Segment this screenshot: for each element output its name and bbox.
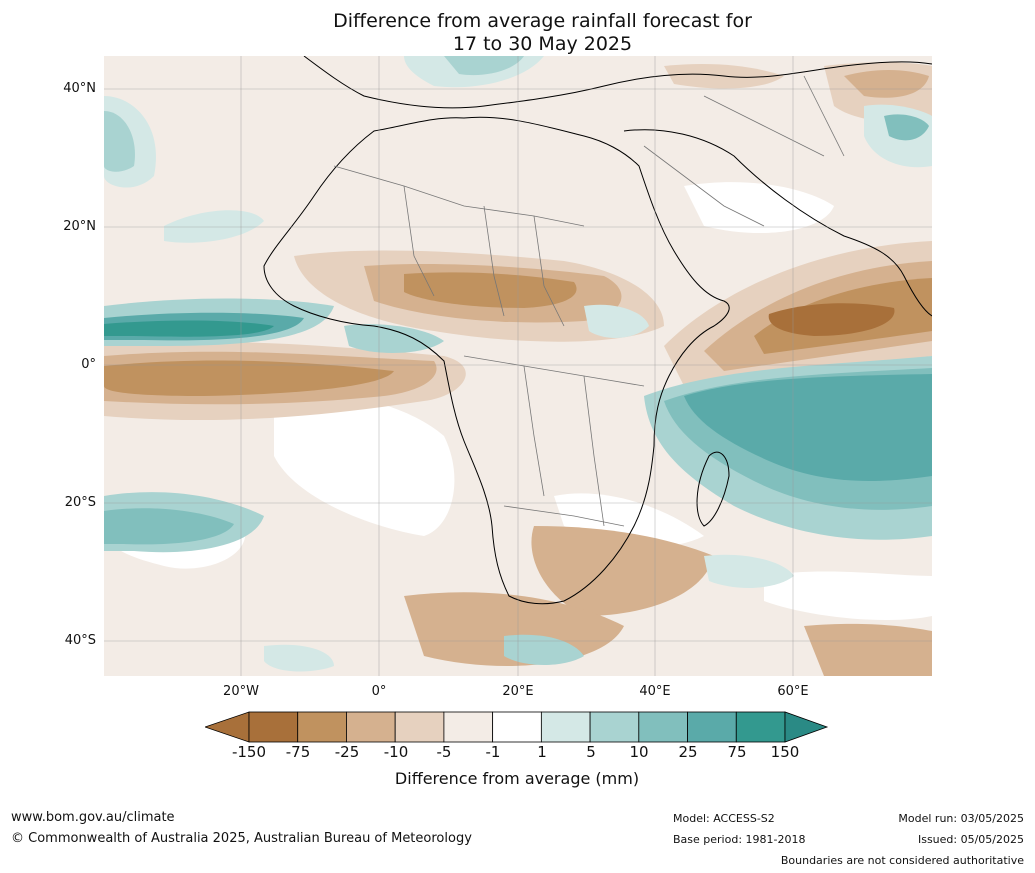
- lat-label-40s: 40°S: [64, 633, 96, 648]
- coastlines: [263, 56, 932, 605]
- colorbar-tick: -1: [485, 743, 501, 761]
- lon-label-40e: 40°E: [639, 684, 671, 699]
- colorbar-label: Difference from average (mm): [394, 769, 640, 788]
- colorbar-segment: [297, 711, 347, 743]
- colorbar-tick: -10: [383, 743, 409, 761]
- footer-disclaimer: Boundaries are not considered authoritat…: [780, 854, 1024, 867]
- lat-label-0: 0°: [81, 357, 96, 372]
- footer-url[interactable]: www.bom.gov.au/climate: [11, 810, 175, 825]
- footer-copyright: © Commonwealth of Australia 2025, Austra…: [11, 831, 472, 846]
- colorbar-tick: -5: [436, 743, 452, 761]
- rainfall-anomaly-map: [104, 56, 932, 676]
- colorbar: [205, 711, 829, 743]
- colorbar-segments: [248, 711, 786, 743]
- footer-issued: Issued: 05/05/2025: [917, 833, 1024, 846]
- title-line-2: 17 to 30 May 2025: [452, 33, 633, 55]
- lat-label-40n: 40°N: [63, 81, 96, 96]
- lon-label-20w: 20°W: [223, 684, 259, 699]
- colorbar-segment: [443, 711, 494, 743]
- colorbar-segment: [248, 711, 299, 743]
- colorbar-segment: [540, 711, 591, 743]
- colorbar-tick: -25: [334, 743, 360, 761]
- title-line-1: Difference from average rainfall forecas…: [333, 10, 752, 32]
- map-title: Difference from average rainfall forecas…: [0, 10, 1035, 56]
- colorbar-extend-high: [784, 711, 829, 743]
- lat-label-20n: 20°N: [63, 219, 96, 234]
- colorbar-tick: 150: [770, 743, 800, 761]
- colorbar-segment: [394, 711, 445, 743]
- colorbar-tick: 1: [537, 743, 547, 761]
- colorbar-segment: [589, 711, 640, 743]
- lon-label-20e: 20°E: [502, 684, 534, 699]
- colorbar-tick: -150: [231, 743, 267, 761]
- wet-anomaly-regions: [104, 56, 932, 672]
- map-canvas: [104, 56, 932, 676]
- colorbar-extend-low: [205, 711, 250, 743]
- colorbar-segment: [687, 711, 737, 743]
- colorbar-tick: 10: [629, 743, 649, 761]
- dry-anomaly-regions: [104, 62, 932, 676]
- colorbar-segment: [346, 711, 396, 743]
- colorbar-tick: -75: [285, 743, 311, 761]
- colorbar-segment: [492, 711, 542, 743]
- footer-model: Model: ACCESS-S2: [673, 812, 775, 825]
- lon-label-0: 0°: [371, 684, 387, 699]
- gridlines: [104, 56, 932, 676]
- colorbar-tick: 5: [586, 743, 596, 761]
- footer-base-period: Base period: 1981-2018: [673, 833, 806, 846]
- colorbar-segment: [638, 711, 688, 743]
- lat-label-20s: 20°S: [64, 495, 96, 510]
- footer-model-run: Model run: 03/05/2025: [898, 812, 1024, 825]
- lon-label-60e: 60°E: [777, 684, 809, 699]
- colorbar-segment: [735, 711, 786, 743]
- country-borders: [333, 75, 845, 527]
- colorbar-tick: 75: [727, 743, 747, 761]
- colorbar-tick: 25: [678, 743, 698, 761]
